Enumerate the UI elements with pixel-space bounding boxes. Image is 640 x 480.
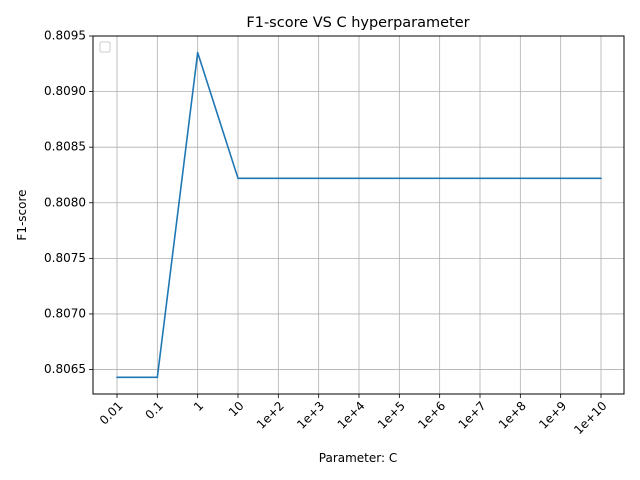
x-tick-label: 1e+5 (375, 399, 408, 432)
x-tick-label: 0.01 (97, 399, 126, 428)
series-layer (116, 51, 602, 379)
y-tick-label: 0.8095 (44, 29, 86, 43)
data-point (237, 177, 239, 180)
y-tick-label: 0.8065 (44, 362, 86, 376)
y-tick-label: 0.8075 (44, 251, 86, 265)
data-point (479, 177, 481, 180)
legend-box (99, 41, 111, 53)
x-axis-label: Parameter: C (319, 451, 397, 465)
x-tick-label: 1 (191, 399, 206, 414)
data-point (438, 177, 441, 180)
data-point (277, 177, 280, 180)
x-tick-label: 1e+9 (536, 399, 569, 432)
y-tick-label: 0.8090 (44, 84, 86, 98)
x-tick-label: 1e+2 (254, 399, 287, 432)
data-point (317, 177, 320, 180)
data-point (398, 177, 401, 180)
chart-title: F1-score VS C hyperparameter (246, 15, 469, 31)
data-point (600, 177, 602, 180)
data-point (358, 177, 360, 180)
x-tick-label: 1e+7 (456, 399, 489, 432)
x-tick-label: 0.1 (143, 399, 166, 422)
x-tick-label: 1e+3 (294, 399, 327, 432)
data-point (559, 177, 562, 180)
data-point (156, 376, 159, 379)
data-point (196, 51, 199, 54)
grid-lines (93, 35, 624, 394)
data-point (116, 376, 118, 379)
y-tick-label: 0.8085 (44, 140, 86, 154)
data-point (519, 177, 522, 180)
x-tick-label: 1e+10 (571, 399, 609, 437)
y-tick-label: 0.8080 (44, 195, 86, 209)
y-axis-ticks: 0.8065 0.8070 0.8075 0.8080 0.8085 0.8090 0.80… (44, 29, 93, 376)
x-tick-label: 1e+6 (415, 399, 448, 432)
x-tick-label: 10 (226, 399, 247, 420)
x-tick-label: 1e+8 (496, 399, 529, 432)
x-axis-ticks: 0.01 0.1 1 10 1e+2 1e+3 1e+4 1e+5 1e+6 1e+7 1e+8 1e… (97, 394, 610, 437)
y-tick-label: 0.8070 (44, 306, 86, 320)
y-axis-label: F1-score (15, 189, 29, 240)
plot-area-frame (92, 35, 625, 395)
x-tick-label: 1e+4 (335, 399, 368, 432)
